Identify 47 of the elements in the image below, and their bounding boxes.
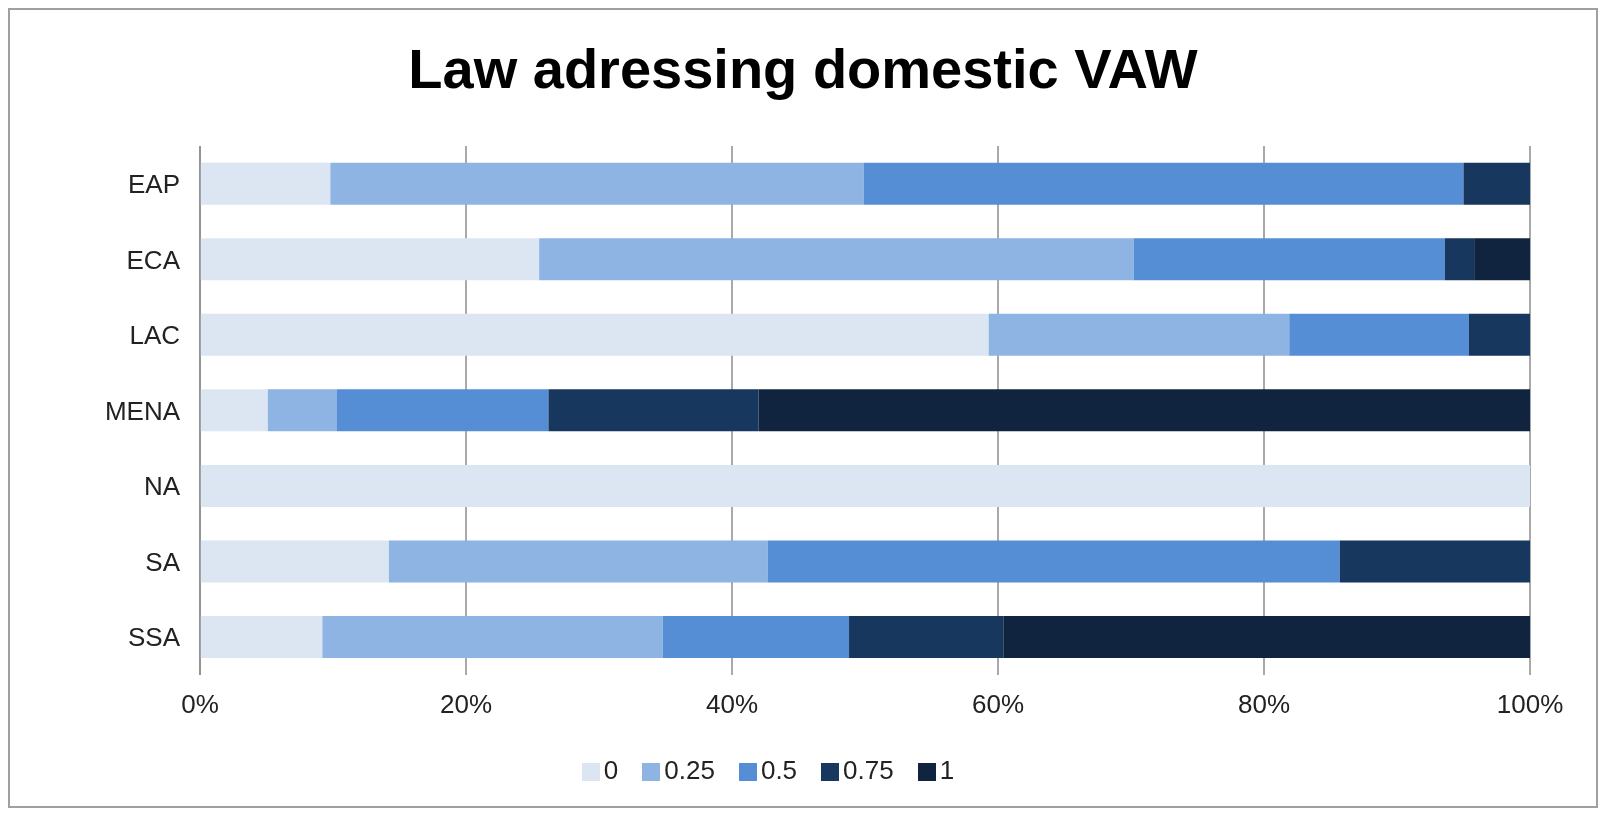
- bar: [322, 616, 663, 659]
- y-tick-label: SA: [145, 546, 181, 577]
- bar: [863, 162, 1464, 205]
- y-tick-label: LAC: [129, 320, 180, 351]
- legend-label: 1: [939, 755, 955, 785]
- bar: [200, 162, 331, 205]
- x-tick-label: 60%: [971, 689, 1025, 720]
- bar: [200, 540, 389, 583]
- x-tick-label: 80%: [1237, 689, 1291, 720]
- y-tick-label: MENA: [104, 395, 181, 426]
- bar: [1289, 313, 1469, 356]
- bar: [1444, 238, 1475, 281]
- bar: [200, 313, 989, 356]
- bar: [388, 540, 768, 583]
- bar: [1468, 313, 1530, 356]
- bar: [988, 313, 1290, 356]
- x-tick-label: 100%: [1496, 689, 1564, 720]
- legend-label: 0: [603, 755, 619, 785]
- chart-title: Law adressing domestic VAW: [407, 36, 1199, 102]
- bar: [330, 162, 864, 205]
- legend-label: 0.75: [843, 755, 894, 785]
- y-tick-label: EAP: [127, 169, 180, 200]
- bar: [662, 616, 850, 659]
- x-tick-label: 0%: [181, 689, 219, 720]
- bar: [548, 389, 759, 432]
- bar: [1463, 162, 1530, 205]
- legend-label: 0.25: [664, 755, 715, 785]
- bar: [200, 616, 323, 659]
- bar: [1133, 238, 1445, 281]
- bar: [200, 389, 268, 432]
- bar: [767, 540, 1340, 583]
- bar: [200, 464, 1530, 507]
- bar: [758, 389, 1530, 432]
- y-tick-label: ECA: [126, 244, 181, 275]
- bar: [849, 616, 1004, 659]
- x-tick-label: 20%: [439, 689, 493, 720]
- bar: [1003, 616, 1530, 659]
- x-tick-label: 40%: [705, 689, 759, 720]
- bar: [267, 389, 337, 432]
- bar: [336, 389, 549, 432]
- legend-label: 0.5: [760, 755, 798, 785]
- y-tick-label: SSA: [127, 622, 181, 653]
- bar: [200, 238, 540, 281]
- bar: [1339, 540, 1530, 583]
- bar: [1474, 238, 1530, 281]
- y-tick-label: NA: [143, 471, 181, 502]
- bar: [539, 238, 1134, 281]
